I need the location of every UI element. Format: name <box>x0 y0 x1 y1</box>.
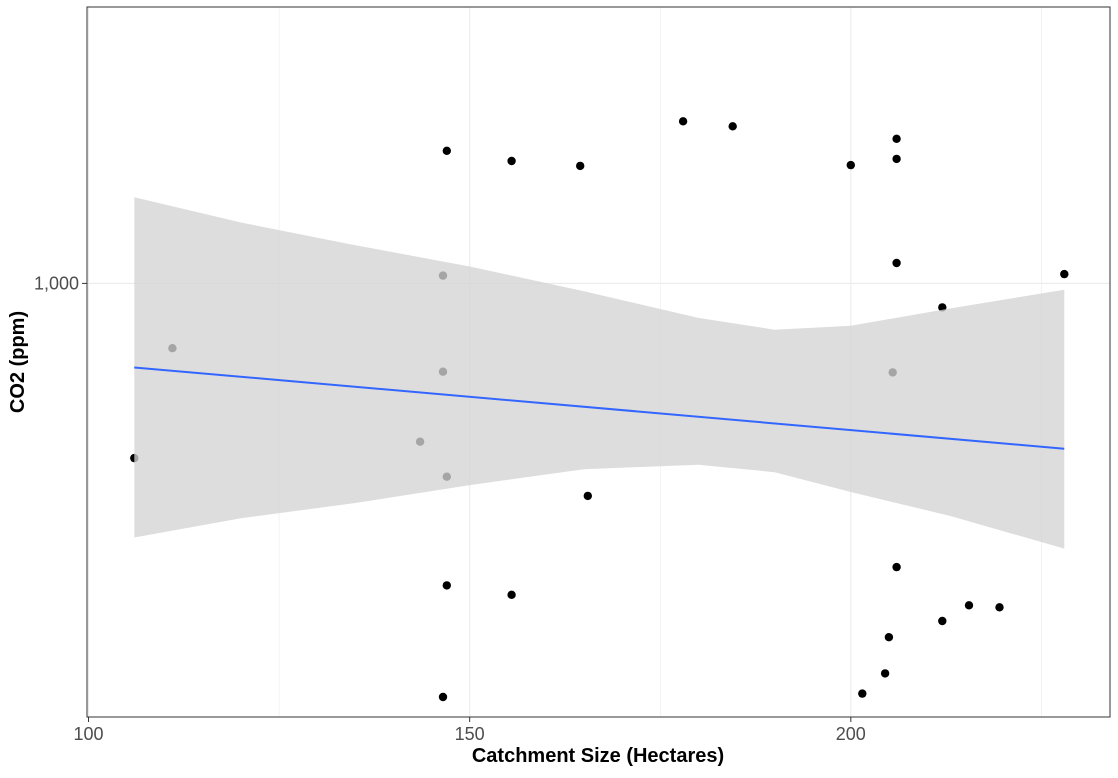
panel-border <box>86 6 1111 718</box>
data-point <box>438 692 448 702</box>
trend-line <box>134 366 1065 450</box>
data-point <box>846 160 855 170</box>
data-point <box>964 601 974 610</box>
data-point <box>892 154 901 164</box>
data-point <box>884 633 894 642</box>
data-point <box>442 146 451 155</box>
confidence-band-layer <box>134 197 1065 549</box>
confidence-band <box>134 197 1065 549</box>
data-point <box>938 616 947 626</box>
data-point <box>880 669 890 678</box>
data-point <box>507 590 516 599</box>
data-point <box>442 581 451 590</box>
x-tick-label: 150 <box>455 724 485 744</box>
data-point <box>892 258 901 268</box>
data-point <box>892 134 901 143</box>
data-point <box>995 603 1004 612</box>
trend-line-layer <box>134 366 1065 450</box>
data-point <box>583 491 592 501</box>
data-point <box>507 156 516 166</box>
data-point <box>728 122 737 131</box>
x-tick-label: 200 <box>836 724 866 744</box>
y-tick-label: 1,000 <box>34 273 79 293</box>
data-point <box>576 161 585 171</box>
data-point <box>1060 269 1069 279</box>
x-axis-title: Catchment Size (Hectares) <box>472 745 724 767</box>
x-tick-label: 100 <box>74 724 104 744</box>
data-point <box>892 562 901 572</box>
axis-ticks: 100 150 200 1,000 <box>34 273 866 744</box>
y-axis-title: CO2 (ppm) <box>7 311 29 413</box>
data-point <box>678 117 688 126</box>
data-point <box>858 689 867 698</box>
